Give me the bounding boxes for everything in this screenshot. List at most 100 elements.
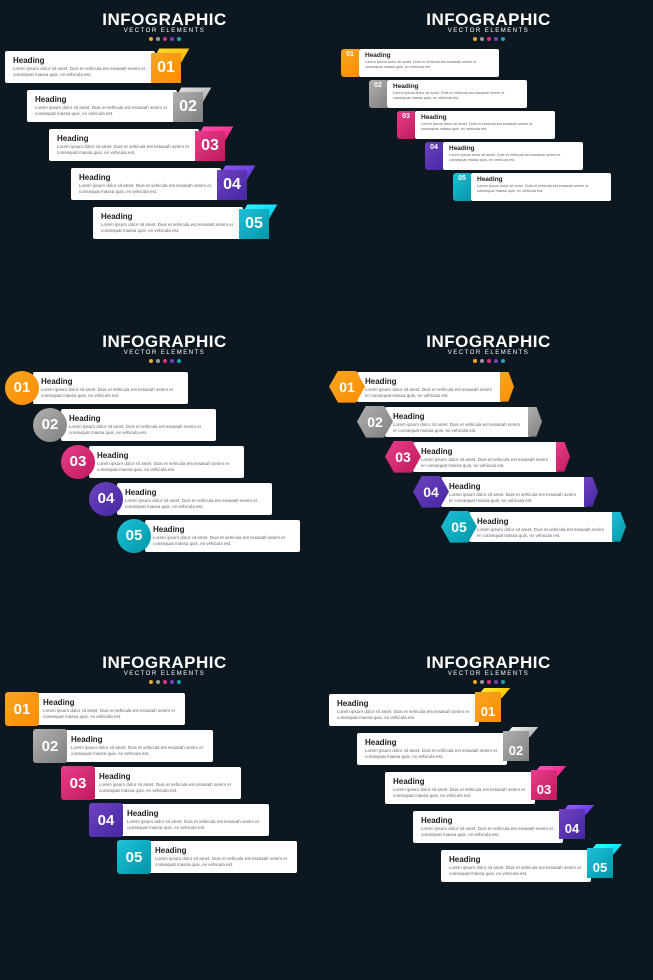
step-card: HeadingLorem ipsum dolor sit amet. Duis … (413, 811, 563, 843)
step-body: Lorem ipsum dolor sit amet. Duis et vehi… (337, 709, 471, 721)
dot (487, 680, 491, 684)
dot (473, 37, 477, 41)
step-heading: Heading (477, 176, 605, 183)
steps-container: HeadingLorem ipsum dolor sit amet. Duis … (329, 692, 648, 884)
step-card: HeadingLorem ipsum dolor sit amet. Duis … (71, 168, 221, 200)
square-badge: 02 (33, 729, 67, 763)
step-body: Lorem ipsum dolor sit amet. Duis et vehi… (393, 787, 527, 799)
step-01: 01HeadingLorem ipsum dolor sit amet. Dui… (5, 371, 324, 405)
steps-container: 01HeadingLorem ipsum dolor sit amet. Dui… (329, 371, 648, 543)
step-number: 01 (14, 701, 31, 718)
dot (473, 680, 477, 684)
panel-title: INFOGRAPHIC (5, 10, 324, 30)
dot (177, 680, 181, 684)
step-card: HeadingLorem ipsum dolor sit amet. Duis … (387, 80, 527, 108)
step-heading: Heading (41, 377, 180, 386)
title-block: INFOGRAPHICVECTOR ELEMENTS (5, 332, 324, 363)
step-number: 04 (98, 812, 115, 829)
step-number: 05 (458, 175, 466, 182)
step-05: HeadingLorem ipsum dolor sit amet. Duis … (93, 205, 324, 241)
step-heading: Heading (477, 517, 606, 526)
step-body: Lorem ipsum dolor sit amet. Duis et vehi… (69, 424, 208, 436)
step-heading: Heading (13, 56, 147, 65)
dot (170, 680, 174, 684)
step-number: 04 (98, 490, 115, 507)
step-body: Lorem ipsum dolor sit amet. Duis et vehi… (41, 387, 180, 399)
step-card: HeadingLorem ipsum dolor sit amet. Duis … (147, 841, 297, 873)
circle-badge: 01 (5, 371, 39, 405)
step-card: HeadingLorem ipsum dolor sit amet. Duis … (357, 372, 502, 402)
panel-1: INFOGRAPHICVECTOR ELEMENTSHeadingLorem i… (5, 10, 324, 327)
step-card: HeadingLorem ipsum dolor sit amet. Duis … (93, 207, 243, 239)
step-card: HeadingLorem ipsum dolor sit amet. Duis … (441, 850, 591, 882)
step-02: 02HeadingLorem ipsum dolor sit amet. Dui… (33, 729, 324, 763)
step-body: Lorem ipsum dolor sit amet. Duis et vehi… (421, 826, 555, 838)
steps-container: 01HeadingLorem ipsum dolor sit amet. Dui… (5, 371, 324, 553)
step-body: Lorem ipsum dolor sit amet. Duis et vehi… (449, 492, 578, 504)
step-heading: Heading (57, 134, 191, 143)
step-body: Lorem ipsum dolor sit amet. Duis et vehi… (43, 708, 177, 720)
fold-badge: 02 (503, 731, 533, 767)
dot (170, 37, 174, 41)
arrow-icon (556, 442, 570, 472)
step-card: HeadingLorem ipsum dolor sit amet. Duis … (27, 90, 177, 122)
step-05: 05HeadingLorem ipsum dolor sit amet. Dui… (441, 511, 648, 543)
step-card: HeadingLorem ipsum dolor sit amet. Duis … (145, 520, 300, 552)
dot (487, 37, 491, 41)
dot (494, 680, 498, 684)
step-04: HeadingLorem ipsum dolor sit amet. Duis … (413, 809, 648, 845)
step-card: HeadingLorem ipsum dolor sit amet. Duis … (91, 767, 241, 799)
arrow-icon (500, 372, 514, 402)
step-card: HeadingLorem ipsum dolor sit amet. Duis … (329, 694, 479, 726)
step-body: Lorem ipsum dolor sit amet. Duis et vehi… (477, 527, 606, 539)
step-heading: Heading (449, 482, 578, 491)
step-01: 01HeadingLorem ipsum dolor sit amet. Dui… (5, 692, 324, 726)
dot (163, 680, 167, 684)
step-number: 02 (509, 743, 523, 758)
step-body: Lorem ipsum dolor sit amet. Duis et vehi… (393, 422, 522, 434)
tab-badge: 01 (341, 49, 359, 77)
panel-subtitle: VECTOR ELEMENTS (5, 350, 324, 356)
step-heading: Heading (421, 447, 550, 456)
color-dots (5, 680, 324, 684)
step-heading: Heading (79, 173, 213, 182)
step-heading: Heading (35, 95, 169, 104)
dot (494, 359, 498, 363)
dot (501, 680, 505, 684)
step-05: HeadingLorem ipsum dolor sit amet. Duis … (441, 848, 648, 884)
step-02: 02HeadingLorem ipsum dolor sit amet. Dui… (357, 406, 648, 438)
step-card: HeadingLorem ipsum dolor sit amet. Duis … (33, 372, 188, 404)
step-number: 02 (367, 414, 383, 430)
step-body: Lorem ipsum dolor sit amet. Duis et vehi… (365, 748, 499, 760)
title-block: INFOGRAPHICVECTOR ELEMENTS (329, 653, 648, 684)
step-heading: Heading (97, 451, 236, 460)
step-heading: Heading (365, 738, 499, 747)
step-number: 04 (423, 484, 439, 500)
panel-title: INFOGRAPHIC (5, 653, 324, 673)
step-body: Lorem ipsum dolor sit amet. Duis et vehi… (449, 153, 577, 163)
step-card: HeadingLorem ipsum dolor sit amet. Duis … (49, 129, 199, 161)
step-heading: Heading (421, 114, 549, 121)
step-01: 01HeadingLorem ipsum dolor sit amet. Dui… (329, 371, 648, 403)
step-02: HeadingLorem ipsum dolor sit amet. Duis … (357, 731, 648, 767)
tab-badge: 05 (453, 173, 471, 201)
step-heading: Heading (393, 777, 527, 786)
step-heading: Heading (337, 699, 471, 708)
step-heading: Heading (449, 145, 577, 152)
dot (177, 359, 181, 363)
step-number: 01 (14, 379, 31, 396)
step-heading: Heading (127, 809, 261, 818)
step-number: 02 (374, 82, 382, 89)
step-card: HeadingLorem ipsum dolor sit amet. Duis … (35, 693, 185, 725)
step-body: Lorem ipsum dolor sit amet. Duis et vehi… (127, 819, 261, 831)
step-body: Lorem ipsum dolor sit amet. Duis et vehi… (393, 91, 521, 101)
step-number: 03 (537, 782, 551, 797)
cube-badge: 01 (151, 49, 187, 85)
step-heading: Heading (125, 488, 264, 497)
step-number: 05 (126, 849, 143, 866)
dot (487, 359, 491, 363)
step-number: 02 (179, 98, 197, 116)
step-number: 01 (346, 51, 354, 58)
step-03: HeadingLorem ipsum dolor sit amet. Duis … (385, 770, 648, 806)
panel-title: INFOGRAPHIC (5, 332, 324, 352)
